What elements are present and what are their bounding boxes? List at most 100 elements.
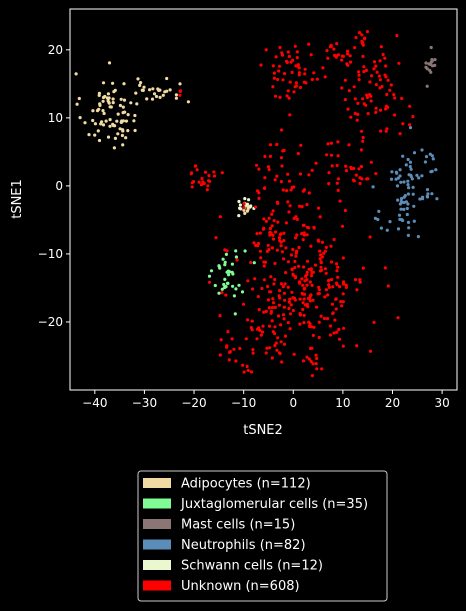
data-point [425, 84, 429, 88]
legend-label: Mast cells (n=15) [181, 518, 295, 533]
data-point [302, 233, 306, 237]
data-point [383, 56, 387, 60]
data-point [344, 285, 348, 289]
data-point [220, 291, 224, 295]
data-point [113, 136, 117, 140]
data-point [289, 253, 293, 257]
data-point [225, 281, 230, 285]
data-point [284, 246, 288, 250]
data-point [279, 156, 284, 160]
data-point [356, 101, 360, 105]
x-tick-label: −10 [231, 396, 256, 410]
data-point [302, 321, 306, 325]
data-point [251, 348, 255, 352]
data-point [385, 92, 389, 97]
data-point [353, 278, 358, 282]
data-point [281, 149, 285, 153]
legend-swatch [143, 478, 171, 488]
data-point [412, 204, 416, 208]
data-point [298, 297, 302, 301]
data-point [121, 105, 125, 109]
data-point [168, 88, 172, 92]
data-point [242, 202, 246, 206]
data-point [108, 124, 112, 128]
data-point [302, 297, 306, 301]
data-point [246, 368, 250, 373]
data-point [218, 353, 222, 357]
data-point [247, 198, 251, 202]
data-point [87, 133, 91, 137]
data-point [278, 351, 282, 356]
data-point [295, 50, 299, 54]
data-point [251, 351, 255, 355]
data-point [300, 205, 304, 209]
legend-label: Schwann cells (n=12) [181, 559, 323, 574]
data-point [165, 89, 169, 93]
data-point [334, 307, 338, 311]
data-point [309, 346, 313, 351]
data-point [294, 81, 298, 85]
y-tick-label: 10 [48, 111, 63, 125]
data-point [396, 227, 401, 231]
data-point [310, 77, 314, 82]
data-point [323, 295, 327, 299]
data-point [287, 300, 291, 304]
data-point [111, 101, 115, 105]
data-point [360, 177, 364, 181]
data-point [322, 316, 327, 321]
data-point [289, 303, 293, 307]
data-point [286, 260, 290, 264]
data-point [309, 267, 313, 271]
data-point [325, 153, 329, 157]
data-point [330, 164, 334, 168]
data-point [305, 355, 309, 359]
data-point [240, 290, 245, 294]
legend: Adipocytes (n=112) Juxtaglomerular cells … [137, 470, 388, 602]
data-point [271, 64, 275, 68]
data-point [354, 173, 358, 177]
data-point [287, 306, 291, 311]
data-point [264, 351, 268, 355]
data-point [297, 204, 302, 208]
data-point [276, 77, 280, 82]
data-point [309, 244, 313, 248]
data-point [379, 129, 383, 133]
legend-label: Adipocytes (n=112) [181, 477, 311, 492]
data-point [329, 277, 334, 282]
data-point [429, 70, 433, 74]
data-point [270, 306, 274, 310]
data-point [314, 161, 318, 165]
data-point [271, 233, 275, 237]
data-point [136, 77, 140, 81]
data-point [316, 206, 321, 210]
data-point [246, 279, 250, 283]
data-point [276, 220, 280, 224]
data-point [337, 327, 341, 332]
data-point [364, 103, 368, 107]
data-point [277, 236, 282, 240]
data-point [398, 132, 402, 136]
legend-frame [137, 470, 388, 602]
data-point [279, 340, 283, 344]
data-point [101, 81, 106, 85]
data-point [96, 129, 100, 133]
data-point [113, 124, 117, 128]
data-point [207, 274, 212, 278]
data-point [98, 103, 102, 107]
data-point [406, 192, 410, 196]
data-point [293, 266, 297, 270]
legend-swatch [143, 560, 171, 570]
data-point [174, 93, 178, 97]
data-point [95, 109, 100, 113]
data-point [124, 136, 128, 140]
data-point [287, 54, 291, 59]
data-point [97, 138, 102, 143]
data-point [103, 94, 107, 99]
data-point [357, 30, 362, 35]
data-point [402, 180, 406, 184]
data-point [281, 313, 285, 317]
data-point [272, 219, 276, 223]
data-point [371, 185, 375, 189]
data-point [111, 81, 115, 85]
data-point [338, 285, 342, 289]
